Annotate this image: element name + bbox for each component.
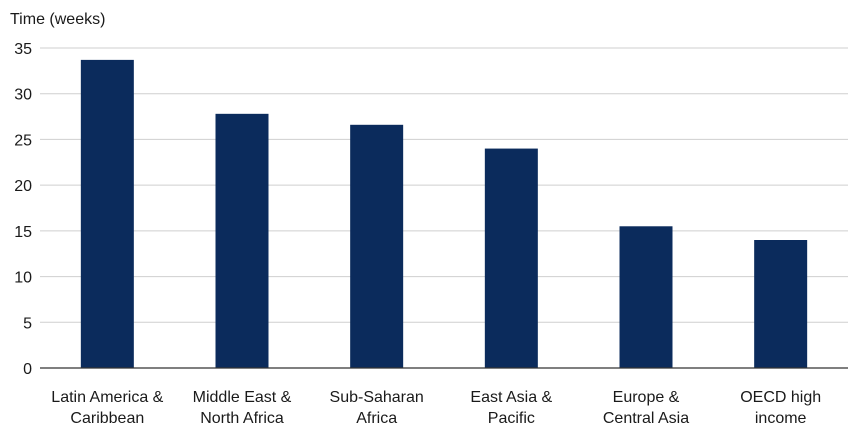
x-category-label: Middle East & [193,389,292,406]
x-category-label: Africa [356,410,397,427]
x-category-label: OECD high [740,389,821,406]
x-category-label: Pacific [488,410,535,427]
x-category-label: Europe & [613,389,680,406]
x-category-label: Sub-Saharan [330,389,424,406]
y-axis-title: Time (weeks) [10,11,105,28]
bar [350,124,404,368]
y-tick-label: 35 [14,41,32,58]
x-category-label: Latin America & [51,389,163,406]
x-category-label: income [755,410,807,427]
bar [484,148,538,368]
bar [754,240,808,368]
bar [215,113,269,368]
y-tick-label: 30 [14,87,32,104]
x-axis-labels: Latin America & Caribbean Middle East & Nor… [51,389,821,427]
y-axis-ticks: 0 5 10 15 20 25 30 35 [14,41,32,378]
y-tick-label: 0 [23,361,32,378]
x-category-label: North Africa [200,410,284,427]
y-tick-label: 5 [23,315,32,332]
y-tick-label: 20 [14,178,32,195]
y-tick-label: 25 [14,132,32,149]
bar [619,226,673,368]
y-tick-label: 10 [14,270,32,287]
y-tick-label: 15 [14,224,32,241]
gridlines [40,47,848,323]
bar [80,59,134,369]
x-category-label: Central Asia [603,410,689,427]
x-category-label: East Asia & [470,389,552,406]
bars [80,59,808,369]
x-category-label: Caribbean [70,410,144,427]
